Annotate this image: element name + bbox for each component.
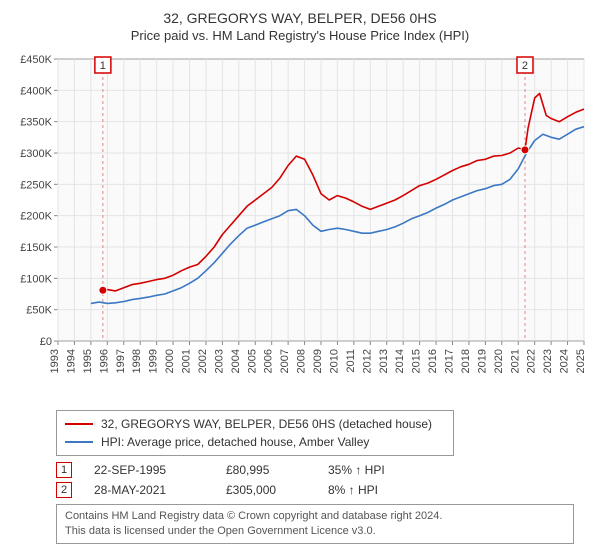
svg-text:£200K: £200K (20, 211, 52, 223)
svg-text:1995: 1995 (82, 349, 94, 373)
transaction-cell: 22-SEP-1995 (94, 463, 204, 477)
attribution-line1: Contains HM Land Registry data © Crown c… (65, 509, 565, 524)
attribution-box: Contains HM Land Registry data © Crown c… (56, 504, 574, 544)
price-chart: £0 £50K £100K £150K £200K £250K £300K £350K £400… (8, 51, 592, 404)
svg-text:2004: 2004 (230, 349, 242, 373)
svg-text:2: 2 (522, 60, 528, 72)
svg-text:£50K: £50K (26, 305, 52, 317)
transaction-row: 2 28-MAY-2021 £305,000 8% ↑ HPI (56, 482, 592, 498)
svg-text:2000: 2000 (164, 349, 176, 373)
svg-text:2016: 2016 (427, 349, 439, 373)
svg-text:2013: 2013 (378, 349, 390, 373)
svg-text:2012: 2012 (361, 349, 373, 373)
legend-box: 32, GREGORYS WAY, BELPER, DE56 0HS (deta… (56, 410, 454, 456)
transactions-table: 1 22-SEP-1995 £80,995 35% ↑ HPI 2 28-MAY-2021… (8, 462, 592, 498)
svg-text:£400K: £400K (20, 85, 52, 97)
svg-text:2025: 2025 (575, 349, 587, 373)
svg-text:£150K: £150K (20, 242, 52, 254)
svg-text:2011: 2011 (345, 349, 357, 373)
svg-text:2001: 2001 (181, 349, 193, 373)
svg-text:2023: 2023 (542, 349, 554, 373)
svg-text:1993: 1993 (49, 349, 61, 373)
transaction-row: 1 22-SEP-1995 £80,995 35% ↑ HPI (56, 462, 592, 478)
page-title: 32, GREGORYS WAY, BELPER, DE56 0HS (8, 10, 592, 26)
svg-text:2018: 2018 (460, 349, 472, 373)
svg-text:2008: 2008 (296, 349, 308, 373)
svg-text:2009: 2009 (312, 349, 324, 373)
svg-text:1998: 1998 (131, 349, 143, 373)
transaction-cell: 8% ↑ HPI (328, 483, 378, 497)
svg-text:2005: 2005 (246, 349, 258, 373)
svg-text:2017: 2017 (444, 349, 456, 373)
svg-text:2006: 2006 (263, 349, 275, 373)
svg-text:1: 1 (100, 60, 106, 72)
transaction-badge: 2 (56, 482, 72, 498)
svg-text:2024: 2024 (559, 349, 571, 373)
svg-text:2021: 2021 (509, 349, 521, 373)
legend-label: 32, GREGORYS WAY, BELPER, DE56 0HS (deta… (101, 415, 432, 433)
svg-text:2015: 2015 (411, 349, 423, 373)
transaction-cell: £80,995 (226, 463, 306, 477)
svg-text:£300K: £300K (20, 148, 52, 160)
svg-text:2007: 2007 (279, 349, 291, 373)
svg-text:2014: 2014 (394, 349, 406, 373)
svg-text:2003: 2003 (213, 349, 225, 373)
svg-text:£350K: £350K (20, 117, 52, 129)
svg-text:2019: 2019 (476, 349, 488, 373)
svg-text:1999: 1999 (148, 349, 160, 373)
legend-label: HPI: Average price, detached house, Ambe… (101, 433, 369, 451)
svg-text:2020: 2020 (493, 349, 505, 373)
svg-text:2022: 2022 (526, 349, 538, 373)
svg-text:£0: £0 (40, 336, 52, 348)
transaction-cell: 28-MAY-2021 (94, 483, 204, 497)
legend-item: 32, GREGORYS WAY, BELPER, DE56 0HS (deta… (65, 415, 445, 433)
svg-text:£450K: £450K (20, 54, 52, 66)
attribution-line2: This data is licensed under the Open Gov… (65, 524, 565, 539)
transaction-badge: 1 (56, 462, 72, 478)
svg-text:2002: 2002 (197, 349, 209, 373)
svg-text:1997: 1997 (115, 349, 127, 373)
transaction-cell: £305,000 (226, 483, 306, 497)
svg-text:£250K: £250K (20, 179, 52, 191)
legend-swatch (65, 441, 93, 443)
legend-item: HPI: Average price, detached house, Ambe… (65, 433, 445, 451)
svg-text:1996: 1996 (98, 349, 110, 373)
svg-text:2010: 2010 (328, 349, 340, 373)
chart-svg: £0 £50K £100K £150K £200K £250K £300K £350K £400… (8, 51, 592, 401)
legend-swatch (65, 423, 93, 425)
page-subtitle: Price paid vs. HM Land Registry's House … (8, 28, 592, 43)
svg-text:1994: 1994 (65, 349, 77, 373)
svg-text:£100K: £100K (20, 273, 52, 285)
transaction-cell: 35% ↑ HPI (328, 463, 385, 477)
